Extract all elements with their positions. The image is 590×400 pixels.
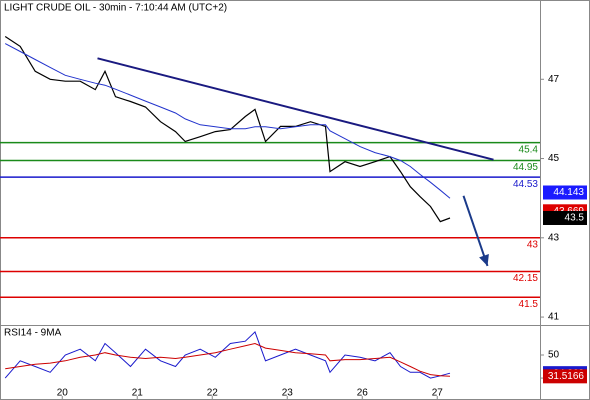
x-tick-label: 26 [357,388,369,399]
x-tick-label: 23 [282,388,294,399]
level-label: 45.4 [519,144,539,155]
chart-title: LIGHT CRUDE OIL - 30min - 7:10:44 AM (UT… [4,3,227,14]
price-line [4,35,451,223]
level-label: 41.5 [519,299,539,310]
rsi-ma [5,342,451,377]
y-tick-label: 45 [548,153,560,164]
price-tag [543,369,587,384]
price-tag-label: 44.143 [553,187,584,198]
price-tag [543,185,587,200]
y-tick-label: 41 [548,312,560,323]
price-tag-label: 31.5166 [548,371,585,382]
price-tag [543,210,587,225]
level-label: 44.53 [513,179,538,190]
rsi-title: RSI14 - 9MA [4,328,62,339]
rsi-y-tick-label: 50 [548,350,560,361]
level-label: 44.95 [513,162,538,173]
trendline [97,57,494,161]
price-tag-label: 43.5 [565,213,585,224]
level-label: 43 [527,239,539,250]
x-tick-label: 27 [432,388,444,399]
arrow-head [479,254,489,266]
level-label: 42.15 [513,273,538,284]
y-tick-label: 43 [548,232,560,243]
x-tick-label: 21 [132,388,144,399]
x-tick-label: 22 [207,388,219,399]
forecast-arrow [462,195,489,267]
x-tick-label: 20 [57,388,69,399]
rsi-line [4,331,451,379]
y-tick-label: 47 [548,74,560,85]
moving-average [4,43,451,199]
